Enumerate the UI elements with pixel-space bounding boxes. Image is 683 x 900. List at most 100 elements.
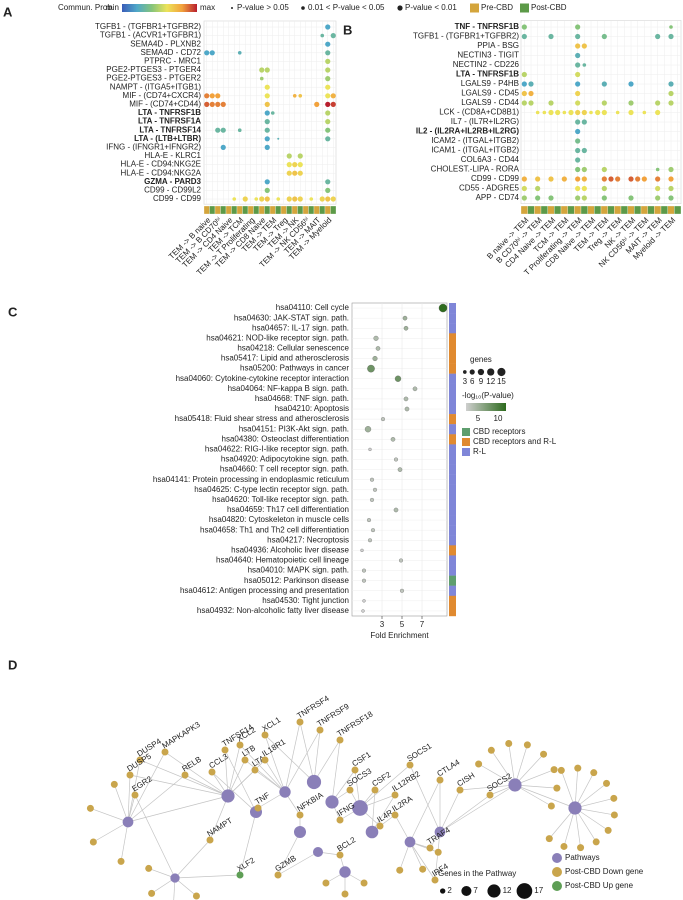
dot — [601, 185, 607, 192]
dot — [601, 166, 607, 173]
panel-letter: C — [8, 304, 18, 319]
dot — [254, 197, 259, 201]
bubble — [361, 609, 365, 613]
bubble — [404, 406, 410, 412]
condition-strip — [324, 205, 331, 215]
dot — [528, 81, 534, 87]
bubble — [367, 364, 375, 373]
edge — [227, 744, 241, 797]
legend-dot — [301, 6, 305, 10]
bubble — [399, 558, 403, 563]
category-label: hsa04210: Apoptosis — [275, 404, 349, 413]
dot — [286, 153, 292, 159]
dot — [297, 170, 303, 176]
bubble — [397, 467, 403, 472]
dot — [325, 58, 331, 64]
dot — [204, 93, 210, 99]
bubble — [362, 599, 366, 603]
dot — [642, 110, 647, 115]
edge — [331, 739, 341, 803]
dot — [548, 109, 554, 116]
category-label: hsa04064: NF-kappa B sign. path. — [228, 384, 349, 393]
dot — [601, 176, 607, 182]
dot — [589, 110, 593, 115]
pathway-node — [325, 795, 339, 809]
pathway-node — [306, 774, 322, 790]
dot — [628, 195, 634, 201]
gene-node — [86, 804, 94, 812]
gene-node — [603, 779, 611, 787]
category-label: hsa04668: TNF sign. path. — [255, 394, 349, 403]
condition-strip — [527, 205, 535, 215]
edge — [478, 763, 516, 786]
condition-strip — [236, 205, 243, 215]
dot — [237, 51, 242, 55]
condition-strip — [620, 205, 628, 215]
group-bar — [449, 525, 456, 536]
category-label: hsa04620: Toll-like receptor sign. path. — [212, 495, 349, 504]
row-label: LTA - TNFRSF1B — [456, 70, 519, 79]
row-label: LGALS9 - CD44 — [461, 98, 519, 107]
dot — [668, 195, 674, 201]
bubble — [400, 588, 404, 593]
pathway-node — [293, 825, 307, 839]
group-bar — [449, 504, 456, 516]
dot — [264, 84, 270, 90]
gene-node — [341, 890, 349, 898]
dot — [655, 167, 660, 172]
dot — [325, 196, 331, 202]
legend-swatch — [520, 3, 529, 13]
category-label: hsa04110: Cell cycle — [276, 303, 350, 312]
edge — [409, 841, 436, 881]
dot — [668, 100, 674, 106]
legend-bubble — [469, 369, 475, 375]
condition-strip — [264, 205, 271, 215]
gene-node — [322, 879, 330, 887]
category-label: hsa05012: Parkinson disease — [244, 576, 350, 585]
legend-label: 10 — [494, 414, 503, 423]
dot — [668, 33, 674, 40]
row-label: CD99 - CD99 — [153, 194, 202, 203]
dot — [542, 110, 547, 115]
legend-label: 12 — [486, 377, 495, 386]
dot — [575, 166, 581, 173]
edge — [491, 750, 516, 786]
edge — [299, 721, 315, 783]
condition-strip — [634, 205, 642, 215]
category-label: hsa04659: Th17 cell differentiation — [227, 505, 349, 514]
x-tick-label: 5 — [400, 620, 405, 629]
dot — [237, 128, 242, 132]
edge — [209, 795, 229, 841]
edge — [127, 774, 186, 823]
edge — [371, 794, 396, 833]
condition-strip — [247, 205, 254, 215]
condition-strip — [660, 205, 668, 215]
row-label: CD99 - CD99 — [471, 174, 520, 183]
category-label: hsa04936: Alcoholic liver disease — [231, 545, 349, 554]
dot — [325, 41, 331, 47]
gene-label: XLF2 — [235, 855, 256, 873]
dot — [259, 196, 265, 202]
edge — [127, 774, 131, 823]
gene-node — [371, 786, 379, 794]
edge — [174, 877, 197, 897]
edge — [254, 769, 286, 793]
group-bar — [449, 565, 456, 576]
dot — [655, 109, 661, 116]
dot — [215, 101, 221, 107]
row-label: LGALS9 - P4HB — [461, 79, 519, 88]
gene-node — [254, 804, 262, 812]
edge — [224, 749, 229, 797]
gene-node — [436, 776, 444, 784]
edge — [439, 784, 516, 833]
legend-node — [552, 881, 562, 891]
dot — [264, 119, 270, 125]
edge — [514, 769, 555, 786]
row-label: LTA - TNFRSF14 — [139, 125, 201, 134]
dot — [521, 195, 527, 201]
edge — [574, 772, 595, 809]
edge — [134, 794, 176, 879]
dot — [215, 127, 221, 133]
gene-node — [181, 771, 189, 779]
legend-swatch — [462, 448, 470, 456]
